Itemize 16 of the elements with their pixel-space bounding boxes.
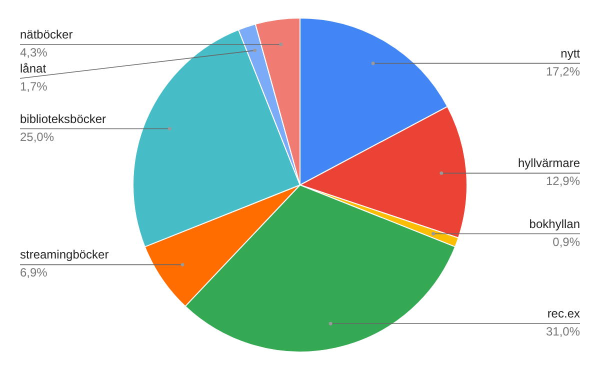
data-label: 6,9% xyxy=(20,266,48,280)
data-label: 4,3% xyxy=(20,45,48,60)
slice-label: lånat xyxy=(20,61,47,76)
slice-label: biblioteksböcker xyxy=(20,112,106,126)
data-label: 12,9% xyxy=(546,174,580,188)
slice-label: nätböcker xyxy=(20,27,73,42)
slice-label: hyllvärmare xyxy=(518,156,580,170)
data-label: 17,2% xyxy=(546,64,580,78)
slice-label: nytt xyxy=(560,46,581,60)
slice-label: bokhyllan xyxy=(529,216,580,231)
data-label: 1,7% xyxy=(20,79,48,94)
data-label: 25,0% xyxy=(20,130,54,144)
data-label: 31,0% xyxy=(546,324,580,339)
slice-label: streamingböcker xyxy=(20,248,109,262)
slice-label: rec.ex xyxy=(547,306,580,321)
data-label: 0,9% xyxy=(552,234,580,249)
